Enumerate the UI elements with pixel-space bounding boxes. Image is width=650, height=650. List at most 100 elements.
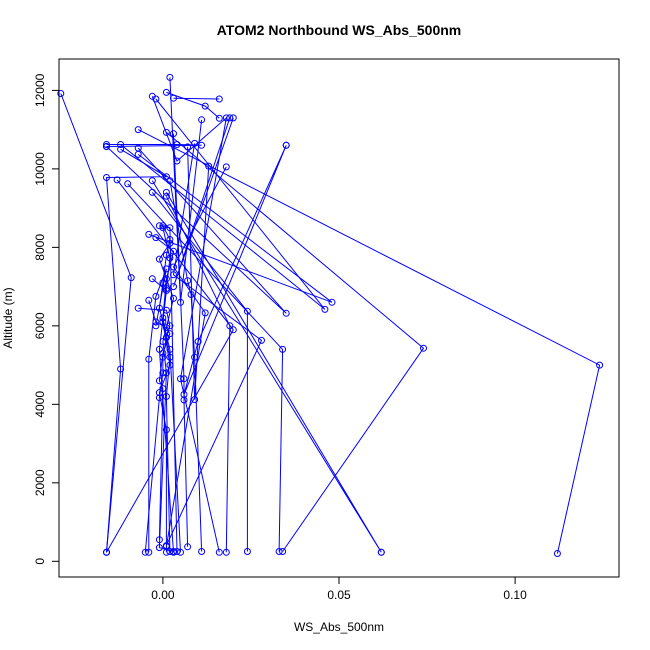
data-point <box>166 361 174 369</box>
data-point <box>229 114 237 122</box>
data-point <box>162 188 170 196</box>
data-point <box>145 296 153 304</box>
data-point <box>205 162 213 170</box>
x-tick-label: 0.05 <box>327 588 351 602</box>
data-point <box>229 326 237 334</box>
series-line <box>183 145 287 395</box>
data-point <box>124 180 132 188</box>
y-tick-label: 2000 <box>33 469 47 496</box>
data-point <box>187 291 195 298</box>
data-point <box>162 128 170 136</box>
series-line <box>151 278 171 553</box>
data-point <box>201 309 209 317</box>
series-line <box>158 225 181 553</box>
data-point <box>57 90 65 97</box>
data-point <box>177 548 184 556</box>
data-point <box>170 294 177 302</box>
data-point <box>155 255 163 263</box>
data-point <box>162 251 170 259</box>
series-9 <box>103 143 290 317</box>
data-point <box>162 548 170 556</box>
data-point <box>215 548 223 556</box>
series-11 <box>134 150 336 306</box>
data-point <box>166 330 174 338</box>
data-point <box>113 176 121 184</box>
data-point <box>159 385 167 393</box>
data-point <box>159 369 167 377</box>
data-point <box>162 192 170 200</box>
data-point <box>127 274 135 282</box>
data-point <box>191 139 199 147</box>
data-point <box>159 222 167 230</box>
data-point <box>162 88 170 96</box>
series-line <box>165 196 231 553</box>
series-line <box>137 129 601 554</box>
series-3 <box>162 88 223 122</box>
data-point <box>152 292 160 300</box>
data-point <box>198 116 206 124</box>
data-point <box>166 73 174 81</box>
series-line <box>166 91 220 119</box>
data-point <box>201 102 209 110</box>
series-line <box>105 148 169 553</box>
series-30 <box>134 304 174 556</box>
y-tick-label: 8000 <box>33 234 47 261</box>
data-point <box>152 322 160 330</box>
y-tick-label: 6000 <box>33 312 47 339</box>
data-point <box>226 322 234 330</box>
data-point <box>155 544 163 552</box>
data-point <box>145 230 153 238</box>
data-point <box>166 345 174 353</box>
data-point <box>170 548 177 555</box>
data-point <box>152 95 160 103</box>
data-point <box>145 355 153 363</box>
data-point <box>258 336 265 344</box>
data-point <box>282 141 290 149</box>
series-18 <box>148 177 385 556</box>
series-line <box>166 132 425 552</box>
data-point <box>184 277 192 285</box>
data-point <box>162 306 170 314</box>
series-line <box>151 180 382 553</box>
x-tick-label: 0.00 <box>151 588 175 602</box>
data-point <box>155 345 163 353</box>
data-point <box>152 234 160 242</box>
data-point <box>226 114 234 122</box>
data-point <box>170 247 177 255</box>
data-point <box>103 548 110 556</box>
y-tick-label: 4000 <box>33 391 47 418</box>
data-point <box>166 177 174 185</box>
y-axis: 0 2000 4000 6000 8000 10000 12000 <box>33 73 60 565</box>
chart-title: ATOM2 Northbound WS_Abs_500nm <box>217 22 462 38</box>
y-tick-label: 10000 <box>33 152 47 186</box>
data-point <box>596 361 604 369</box>
data-point <box>170 130 177 138</box>
series-layer <box>57 73 604 557</box>
data-point <box>159 353 167 361</box>
data-point <box>134 150 142 158</box>
series-33 <box>166 177 206 555</box>
data-point <box>420 344 427 352</box>
data-point <box>198 548 206 555</box>
data-point <box>180 375 188 383</box>
data-point <box>103 141 110 148</box>
data-point <box>180 396 188 404</box>
data-point <box>279 345 287 353</box>
data-point <box>103 143 110 150</box>
series-2 <box>57 90 135 556</box>
data-point <box>321 305 329 313</box>
data-point <box>215 114 223 122</box>
data-point <box>162 426 170 434</box>
series-31 <box>145 265 170 556</box>
series-line <box>169 180 203 552</box>
data-point <box>155 536 163 544</box>
data-point <box>162 287 170 294</box>
data-point <box>215 95 223 103</box>
data-point <box>166 224 174 232</box>
series-6 <box>170 114 237 291</box>
data-point <box>103 174 110 181</box>
data-point <box>243 307 251 315</box>
data-point <box>148 188 156 196</box>
data-point <box>377 548 385 556</box>
